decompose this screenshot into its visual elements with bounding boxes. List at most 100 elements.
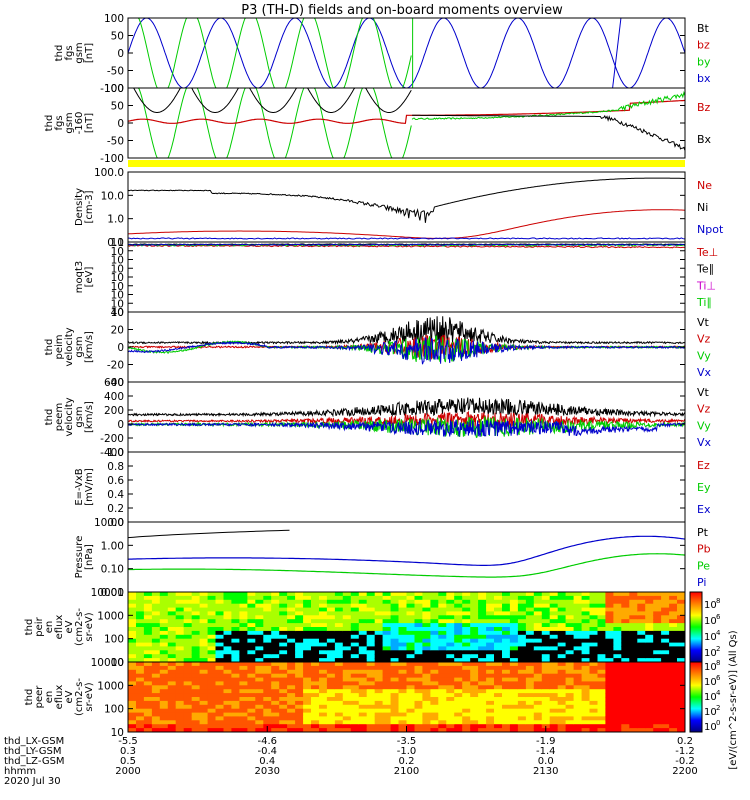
spectrogram-cell [533, 607, 543, 613]
spectrogram-cell [486, 681, 495, 686]
spectrogram-cell [350, 642, 360, 648]
spectrogram-cell [326, 681, 336, 686]
spectrogram-cell [231, 599, 240, 605]
y-tick-label: 200 [104, 405, 124, 417]
spectrogram-cell [255, 673, 264, 679]
spectrogram-cell [128, 728, 137, 732]
spectrogram-cell [382, 595, 392, 601]
spectrogram-cell [223, 654, 233, 659]
spectrogram-cell [334, 627, 344, 632]
spectrogram-cell [334, 665, 344, 671]
spectrogram-cell [239, 654, 248, 659]
spectrogram-cell [470, 599, 479, 605]
spectrogram-cell [645, 634, 654, 640]
panel-frame [127, 451, 686, 523]
y-axis-label: Density [74, 188, 85, 226]
spectrogram-cell [414, 595, 424, 601]
spectrogram-cell [191, 627, 201, 632]
spectrogram-cell [406, 615, 416, 620]
spectrogram-cell [549, 615, 559, 620]
spectrogram-cell [334, 646, 344, 651]
spectrogram-cell [549, 724, 559, 729]
spectrogram-cell [669, 669, 678, 675]
spectrogram-cell [677, 634, 685, 640]
spectrogram-cell [677, 607, 685, 613]
spectrogram-cell [326, 724, 336, 729]
spectrogram-cell [215, 658, 225, 662]
spectrogram-cell [151, 619, 161, 624]
spectrogram-cell [326, 646, 336, 651]
spectrogram-cell [342, 615, 352, 620]
spectrogram-cell [342, 607, 352, 613]
spectrogram-cell [191, 708, 201, 714]
spectrogram-cell [143, 697, 153, 702]
spectrogram-cell [581, 681, 591, 686]
spectrogram-cell [509, 623, 519, 628]
spectrogram-cell [454, 673, 463, 679]
spectrogram-cell [159, 724, 169, 729]
spectrogram-cell [557, 720, 567, 725]
spectrogram-cell [645, 708, 654, 714]
spectrogram-cell [167, 595, 177, 601]
spectrogram-cell [311, 615, 320, 620]
spectrogram-cell [454, 662, 463, 667]
spectrogram-cell [398, 634, 408, 640]
spectrogram-cell [136, 708, 145, 714]
spectrogram-cell [143, 599, 153, 605]
spectrogram-cell [390, 685, 400, 690]
spectrogram-cell [597, 693, 607, 698]
series-ne [128, 209, 685, 239]
spectrogram-cell [215, 669, 225, 675]
spectrogram-cell [621, 627, 630, 632]
spectrogram-cell [239, 720, 248, 725]
spectrogram-cell [231, 708, 240, 714]
spectrogram-cell [502, 724, 511, 729]
spectrogram-cell [239, 642, 248, 648]
spectrogram-cell [478, 654, 487, 659]
spectrogram-cell [279, 665, 288, 671]
spectrogram-cell [565, 627, 575, 632]
spectrogram-cell [287, 630, 296, 636]
spectrogram-cell [565, 708, 575, 714]
spectrogram-cell [462, 654, 471, 659]
spectrogram-cell [502, 615, 511, 620]
spectrogram-cell [677, 720, 685, 725]
spectrogram-cell [358, 658, 368, 662]
spectrogram-cell [470, 720, 479, 725]
spectrogram-cell [287, 693, 296, 698]
y-tick-label: 0 [117, 419, 124, 431]
panel-10-plot [128, 662, 685, 732]
spectrogram-cell [334, 650, 344, 655]
spectrogram-cell [287, 697, 296, 702]
spectrogram-cell [629, 662, 638, 667]
spectrogram-cell [350, 615, 360, 620]
spectrogram-cell [350, 697, 360, 702]
spectrogram-cell [319, 595, 328, 601]
spectrogram-cell [414, 638, 424, 644]
spectrogram-cell [605, 728, 614, 732]
spectrogram-cell [629, 681, 638, 686]
spectrogram-cell [557, 603, 567, 609]
spectrogram-cell [271, 592, 280, 597]
spectrogram-cell [430, 697, 439, 702]
x-tick-label: 2030 [255, 766, 280, 777]
spectrogram-cell [128, 673, 137, 679]
spectrogram-cell [541, 716, 551, 721]
spectrogram-cell [470, 697, 479, 702]
spectrogram-cell [414, 724, 424, 729]
spectrogram-cell [199, 708, 209, 714]
spectrogram-cell [573, 592, 583, 597]
spectrogram-cell [311, 630, 320, 636]
spectrogram-cell [334, 658, 344, 662]
spectrogram-cell [549, 689, 559, 694]
spectrogram-cell [199, 599, 209, 605]
spectrogram-cell [549, 708, 559, 714]
spectrogram-cell [374, 607, 384, 613]
spectrogram-cell [517, 728, 527, 732]
spectrogram-cell [462, 603, 471, 609]
spectrogram-cell [613, 704, 622, 710]
y-tick-label: 10 [111, 255, 124, 267]
spectrogram-cell [581, 665, 591, 671]
spectrogram-cell [414, 677, 424, 683]
